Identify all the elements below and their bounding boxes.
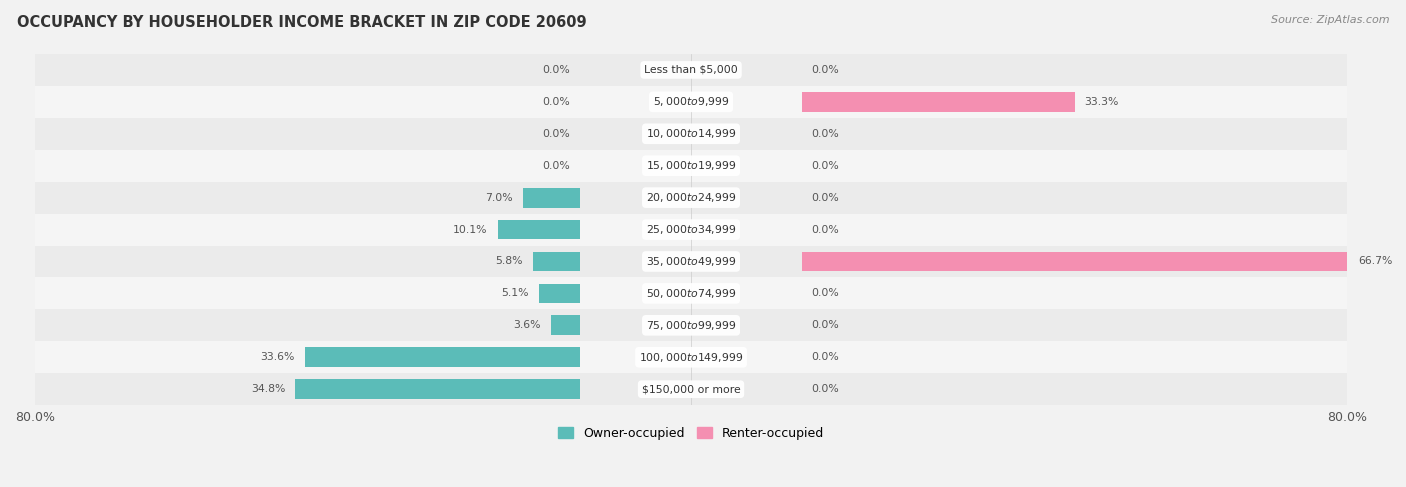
Bar [35,54,1347,86]
Text: $100,000 to $149,999: $100,000 to $149,999 [638,351,744,364]
Bar [305,347,581,367]
Text: 0.0%: 0.0% [543,161,571,171]
Bar [35,182,1347,214]
Bar [533,252,581,271]
Bar [801,92,1074,112]
Text: $50,000 to $74,999: $50,000 to $74,999 [645,287,737,300]
Text: 0.0%: 0.0% [811,129,839,139]
Bar [35,278,1347,309]
Text: $10,000 to $14,999: $10,000 to $14,999 [645,127,737,140]
Text: 5.1%: 5.1% [501,288,529,299]
Text: $35,000 to $49,999: $35,000 to $49,999 [645,255,737,268]
Legend: Owner-occupied, Renter-occupied: Owner-occupied, Renter-occupied [553,422,830,445]
Bar [498,220,581,240]
Bar [35,86,1347,118]
Text: 0.0%: 0.0% [811,161,839,171]
Text: 33.6%: 33.6% [260,352,295,362]
Text: 66.7%: 66.7% [1358,257,1393,266]
Text: Source: ZipAtlas.com: Source: ZipAtlas.com [1271,15,1389,25]
Text: 7.0%: 7.0% [485,193,513,203]
Text: $15,000 to $19,999: $15,000 to $19,999 [645,159,737,172]
Bar [35,373,1347,405]
Text: 0.0%: 0.0% [543,97,571,107]
Text: 0.0%: 0.0% [811,352,839,362]
Text: 0.0%: 0.0% [811,65,839,75]
Bar [35,341,1347,373]
Text: 33.3%: 33.3% [1084,97,1119,107]
Text: 0.0%: 0.0% [811,320,839,330]
Text: 34.8%: 34.8% [250,384,285,394]
Bar [35,118,1347,150]
Bar [538,283,581,303]
Text: 3.6%: 3.6% [513,320,541,330]
Text: OCCUPANCY BY HOUSEHOLDER INCOME BRACKET IN ZIP CODE 20609: OCCUPANCY BY HOUSEHOLDER INCOME BRACKET … [17,15,586,30]
Text: Less than $5,000: Less than $5,000 [644,65,738,75]
Text: 0.0%: 0.0% [811,288,839,299]
Bar [523,187,581,207]
Bar [295,379,581,399]
Text: 10.1%: 10.1% [453,225,488,235]
Bar [801,252,1348,271]
Text: 0.0%: 0.0% [811,193,839,203]
Text: $75,000 to $99,999: $75,000 to $99,999 [645,319,737,332]
Text: 0.0%: 0.0% [543,65,571,75]
Bar [551,316,581,335]
Bar [35,309,1347,341]
Text: 0.0%: 0.0% [543,129,571,139]
Text: $20,000 to $24,999: $20,000 to $24,999 [645,191,737,204]
Text: $25,000 to $34,999: $25,000 to $34,999 [645,223,737,236]
Text: 0.0%: 0.0% [811,384,839,394]
Bar [35,150,1347,182]
Text: 0.0%: 0.0% [811,225,839,235]
Text: $5,000 to $9,999: $5,000 to $9,999 [652,95,730,108]
Text: $150,000 or more: $150,000 or more [641,384,741,394]
Bar [35,245,1347,278]
Bar [35,214,1347,245]
Text: 5.8%: 5.8% [495,257,523,266]
